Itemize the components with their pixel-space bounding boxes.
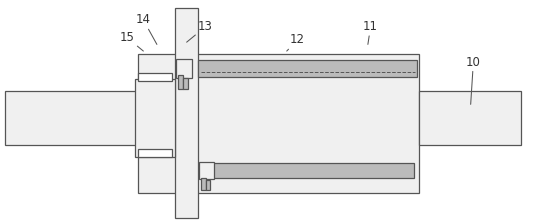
Text: 10: 10 [466, 56, 481, 104]
Text: 15: 15 [120, 31, 143, 51]
Bar [5, 91, 138, 145]
Text: 14: 14 [136, 14, 157, 44]
Bar [138, 54, 419, 193]
Bar [175, 8, 198, 218]
Bar [201, 163, 414, 178]
Text: 12: 12 [287, 34, 305, 51]
Bar [198, 60, 417, 77]
Bar [206, 180, 210, 190]
Bar [183, 78, 188, 89]
Bar [201, 178, 206, 190]
Bar [178, 75, 183, 89]
Bar [135, 79, 175, 157]
Text: 13: 13 [187, 20, 213, 42]
Bar [176, 59, 192, 78]
Bar [419, 91, 521, 145]
Text: 11: 11 [363, 20, 378, 44]
Bar [199, 162, 214, 179]
Bar [138, 149, 172, 157]
Bar [138, 73, 172, 81]
